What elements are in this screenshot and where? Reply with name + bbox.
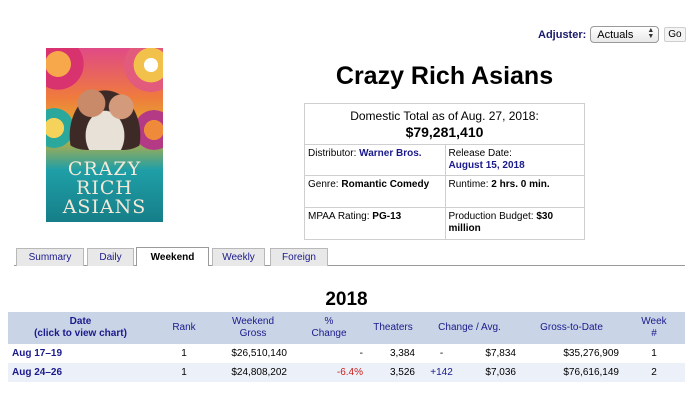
poster-title-line: ASIANS: [62, 196, 147, 218]
row-rank: 1: [153, 344, 215, 363]
header-gross-to-date: Gross-to-Date: [520, 312, 623, 344]
domestic-total-value: $79,281,410: [405, 124, 484, 140]
release-date-cell: Release Date: August 15, 2018: [444, 145, 585, 175]
header-date[interactable]: Date (click to view chart): [8, 312, 153, 344]
go-button[interactable]: Go: [664, 27, 686, 42]
release-date-link[interactable]: August 15, 2018: [448, 160, 525, 171]
row-weekend-gross: $26,510,140: [215, 344, 291, 363]
budget-label: Production Budget:: [448, 211, 534, 222]
page-title: Crazy Rich Asians: [335, 62, 554, 90]
tab-foreign[interactable]: Foreign: [270, 248, 328, 266]
budget-value: $30 million: [448, 211, 554, 234]
budget-cell: Production Budget: $30 million: [444, 208, 585, 239]
row-avg: $7,036: [464, 363, 520, 382]
row-week: 1: [623, 344, 685, 363]
header-week-line: Week: [641, 316, 667, 327]
header-change-avg: Change / Avg.: [419, 312, 520, 344]
row-theaters: 3,384: [367, 344, 419, 363]
header-week: Week #: [623, 312, 685, 344]
header-gross-line: Weekend: [231, 316, 275, 327]
row-pct-change: -: [291, 344, 367, 363]
info-row: Genre: Romantic Comedy Runtime: 2 hrs. 0…: [305, 176, 584, 208]
table-row: Aug 17–19 1 $26,510,140 - 3,384 - $7,834…: [8, 344, 685, 363]
distributor-link[interactable]: Warner Bros.: [359, 148, 422, 159]
adjuster-selected-value: Actuals: [597, 28, 634, 41]
header-theaters: Theaters: [367, 312, 419, 344]
distributor-cell: Distributor: Warner Bros.: [305, 145, 445, 175]
info-row: Distributor: Warner Bros. Release Date: …: [305, 145, 584, 176]
adjuster-select[interactable]: Actuals ▲ ▼: [590, 26, 660, 43]
genre-label: Genre:: [308, 179, 339, 190]
header-date-line: Date: [69, 316, 92, 327]
year-heading: 2018: [325, 289, 368, 310]
mpaa-value: PG-13: [372, 211, 402, 222]
header-pct-change: % Change: [291, 312, 367, 344]
distributor-label: Distributor:: [308, 148, 357, 159]
row-theater-change: -: [419, 344, 464, 363]
row-date-link[interactable]: Aug 17–19: [8, 344, 153, 363]
genre-value: Romantic Comedy: [341, 179, 430, 190]
row-gross-to-date: $76,616,149: [520, 363, 623, 382]
mpaa-cell: MPAA Rating: PG-13: [305, 208, 445, 239]
header-change-line: Change: [311, 328, 347, 339]
header-weekend-gross: Weekend Gross: [215, 312, 291, 344]
domestic-total: Domestic Total as of Aug. 27, 2018: $79,…: [305, 104, 584, 145]
runtime-label: Runtime:: [448, 179, 489, 190]
tab-bar: Summary Daily Weekend Weekly Foreign: [14, 247, 685, 266]
poster-title-line: CRAZY: [67, 158, 142, 180]
genre-cell: Genre: Romantic Comedy: [305, 176, 445, 207]
header-date-line: (click to view chart): [34, 328, 127, 339]
select-arrows-icon: ▲ ▼: [647, 27, 655, 40]
row-week: 2: [623, 363, 685, 382]
poster-couple-image: [60, 78, 150, 150]
release-date-label: Release Date:: [448, 148, 512, 159]
table-row: Aug 24–26 1 $24,808,202 -6.4% 3,526 +142…: [8, 363, 685, 382]
header-week-line: #: [651, 328, 657, 339]
mpaa-label: MPAA Rating:: [308, 211, 370, 222]
row-avg: $7,834: [464, 344, 520, 363]
movie-info-table: Domestic Total as of Aug. 27, 2018: $79,…: [304, 103, 585, 240]
adjuster-label: Adjuster:: [538, 28, 587, 41]
tab-summary[interactable]: Summary: [16, 248, 84, 266]
tab-weekly[interactable]: Weekly: [212, 248, 265, 266]
row-date-link[interactable]: Aug 24–26: [8, 363, 153, 382]
weekend-table: Date (click to view chart) Rank Weekend …: [8, 312, 685, 382]
row-theaters: 3,526: [367, 363, 419, 382]
table-header-row: Date (click to view chart) Rank Weekend …: [8, 312, 685, 344]
runtime-value: 2 hrs. 0 min.: [491, 179, 550, 190]
runtime-cell: Runtime: 2 hrs. 0 min.: [444, 176, 585, 207]
header-gross-line: Gross: [239, 328, 267, 339]
poster-title-line: RICH: [76, 177, 133, 199]
adjuster-control: Adjuster: Actuals ▲ ▼ Go: [538, 26, 686, 43]
row-gross-to-date: $35,276,909: [520, 344, 623, 363]
row-theater-change: +142: [419, 363, 464, 382]
movie-poster: CRAZY RICH ASIANS: [46, 48, 163, 222]
info-row: MPAA Rating: PG-13 Production Budget: $3…: [305, 208, 584, 239]
poster-title: CRAZY RICH ASIANS: [46, 160, 163, 217]
domestic-total-label: Domestic Total as of Aug. 27, 2018:: [350, 109, 539, 123]
row-rank: 1: [153, 363, 215, 382]
row-weekend-gross: $24,808,202: [215, 363, 291, 382]
tab-weekend[interactable]: Weekend: [136, 247, 209, 266]
header-rank: Rank: [153, 312, 215, 344]
header-change-line: %: [324, 316, 334, 327]
tab-daily[interactable]: Daily: [87, 248, 134, 266]
row-pct-change: -6.4%: [291, 363, 367, 382]
